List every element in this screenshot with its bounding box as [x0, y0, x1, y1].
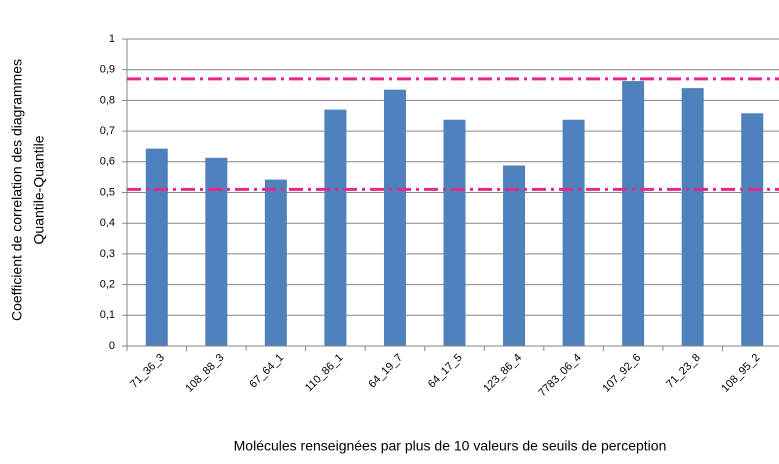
y-axis-label: Quantile-Quantile — [31, 135, 47, 244]
y-tick-label: 0,9 — [100, 64, 115, 76]
y-tick-label: 1 — [109, 33, 115, 45]
bar — [145, 148, 168, 346]
y-tick-label: 0,3 — [100, 248, 115, 260]
y-axis-label: Coefficient de correlation des diagramme… — [9, 59, 25, 321]
bar — [205, 157, 228, 346]
x-tick-label: 123_86_4 — [481, 352, 524, 395]
y-tick-label: 0,8 — [100, 94, 115, 106]
x-tick-label: 71_36_3 — [128, 352, 167, 391]
bar — [324, 109, 347, 346]
y-tick-label: 0,6 — [100, 156, 115, 168]
y-tick-label: 0,1 — [100, 309, 115, 321]
bar — [443, 119, 466, 346]
y-tick-label: 0 — [109, 340, 115, 352]
x-tick-label: 110_86_1 — [303, 352, 346, 395]
x-tick-label: 108_88_3 — [183, 352, 226, 395]
bar — [741, 113, 764, 346]
x-tick-label: 7783_06_4 — [536, 352, 583, 399]
x-tick-label: 108_95_2 — [719, 352, 762, 395]
x-tick-label: 64_17_5 — [426, 352, 465, 391]
x-tick-label: 71_23_8 — [664, 352, 703, 391]
x-tick-label: 107_92_6 — [600, 352, 643, 395]
y-tick-label: 0,7 — [100, 125, 115, 137]
bar — [562, 119, 585, 346]
bar — [503, 165, 526, 346]
y-tick-label: 0,4 — [100, 217, 115, 229]
y-tick-label: 0,5 — [100, 186, 115, 198]
x-tick-label: 64_19_7 — [366, 352, 405, 391]
y-tick-label: 0,2 — [100, 279, 115, 291]
bar — [383, 89, 406, 346]
x-tick-label: 67_64_1 — [247, 352, 286, 391]
bar — [622, 81, 645, 347]
bar — [681, 88, 704, 347]
bar — [264, 179, 287, 346]
x-axis-label: Molécules renseignées par plus de 10 val… — [234, 438, 667, 454]
